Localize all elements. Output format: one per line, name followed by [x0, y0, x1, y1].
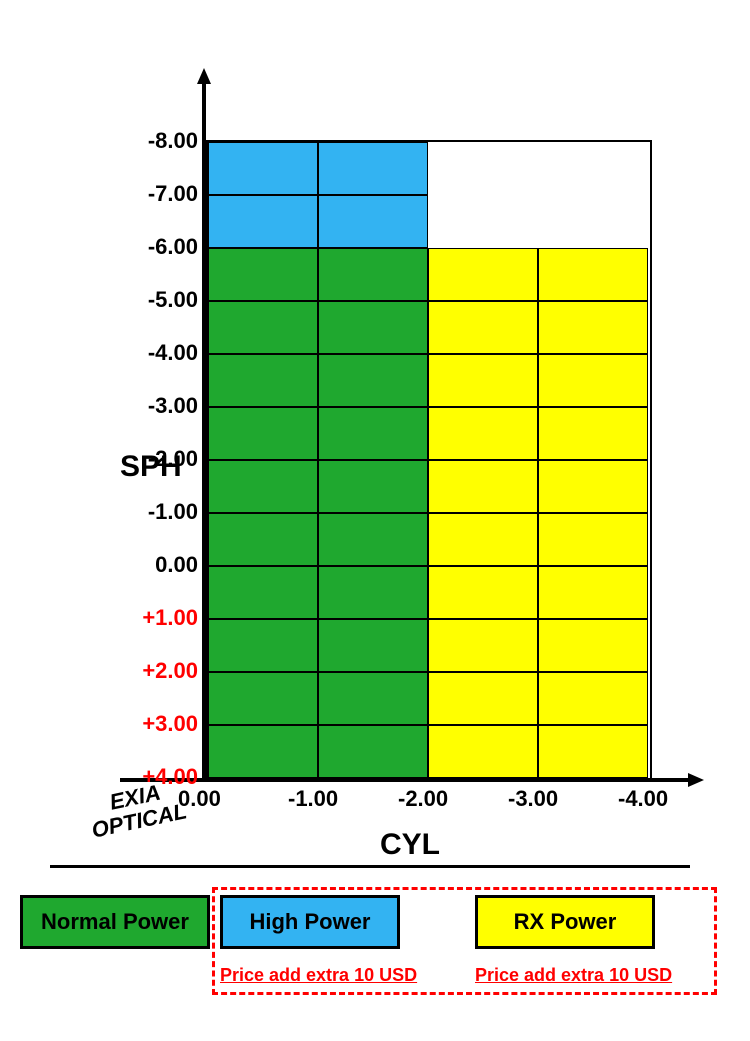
x-tick: -3.00	[508, 786, 558, 812]
y-tick: -4.00	[126, 340, 198, 366]
grid-cell	[538, 725, 648, 778]
grid-cell	[538, 354, 648, 407]
grid-cell	[428, 195, 538, 248]
y-tick: -2.00	[126, 446, 198, 472]
grid-cell	[318, 195, 428, 248]
grid-cell	[208, 142, 318, 195]
y-tick: +3.00	[126, 711, 198, 737]
grid-cell	[208, 566, 318, 619]
grid-cell	[538, 513, 648, 566]
grid-cell	[538, 248, 648, 301]
grid-cell	[538, 619, 648, 672]
grid-cell	[428, 248, 538, 301]
grid-cell	[538, 301, 648, 354]
legend-separator	[50, 865, 690, 868]
x-axis-label: CYL	[380, 828, 440, 862]
grid-cell	[538, 407, 648, 460]
legend-box: Normal Power	[20, 895, 210, 949]
y-tick: +1.00	[126, 605, 198, 631]
grid-cell	[318, 725, 428, 778]
grid-cell	[318, 460, 428, 513]
grid-cell	[318, 513, 428, 566]
y-tick: -6.00	[126, 234, 198, 260]
grid	[206, 140, 652, 780]
grid-cell	[318, 407, 428, 460]
grid-cell	[318, 142, 428, 195]
grid-cell	[428, 354, 538, 407]
x-tick: 0.00	[178, 786, 221, 812]
y-tick: -8.00	[126, 128, 198, 154]
grid-cell	[538, 460, 648, 513]
grid-cell	[428, 566, 538, 619]
grid-cell	[538, 672, 648, 725]
grid-cell	[208, 460, 318, 513]
y-axis-arrow	[197, 68, 211, 84]
y-tick: +2.00	[126, 658, 198, 684]
grid-cell	[538, 142, 648, 195]
y-tick: -3.00	[126, 393, 198, 419]
x-axis-arrow	[688, 773, 704, 787]
legend: Normal PowerHigh PowerPrice add extra 10…	[20, 895, 730, 1025]
grid-cell	[208, 407, 318, 460]
y-tick: 0.00	[126, 552, 198, 578]
grid-cell	[318, 354, 428, 407]
grid-cell	[208, 619, 318, 672]
grid-cell	[428, 619, 538, 672]
grid-cell	[538, 195, 648, 248]
grid-cell	[318, 248, 428, 301]
grid-cell	[428, 460, 538, 513]
grid-cell	[538, 566, 648, 619]
grid-cell	[208, 513, 318, 566]
x-tick: -2.00	[398, 786, 448, 812]
grid-cell	[318, 301, 428, 354]
grid-cell	[208, 725, 318, 778]
y-tick: -7.00	[126, 181, 198, 207]
grid-cell	[318, 672, 428, 725]
grid-cell	[318, 619, 428, 672]
grid-cell	[428, 301, 538, 354]
grid-cell	[208, 354, 318, 407]
x-tick: -1.00	[288, 786, 338, 812]
grid-cell	[428, 142, 538, 195]
grid-cell	[208, 195, 318, 248]
grid-cell	[428, 672, 538, 725]
y-tick: -1.00	[126, 499, 198, 525]
grid-cell	[208, 672, 318, 725]
y-tick: -5.00	[126, 287, 198, 313]
grid-cell	[318, 566, 428, 619]
grid-cell	[428, 725, 538, 778]
grid-cell	[208, 248, 318, 301]
grid-cell	[428, 513, 538, 566]
grid-cell	[428, 407, 538, 460]
legend-dashed-group	[212, 887, 717, 995]
grid-cell	[208, 301, 318, 354]
x-tick: -4.00	[618, 786, 668, 812]
chart-area: SPH CYL EXIA OPTICAL -8.00-7.00-6.00-5.0…	[120, 80, 690, 800]
